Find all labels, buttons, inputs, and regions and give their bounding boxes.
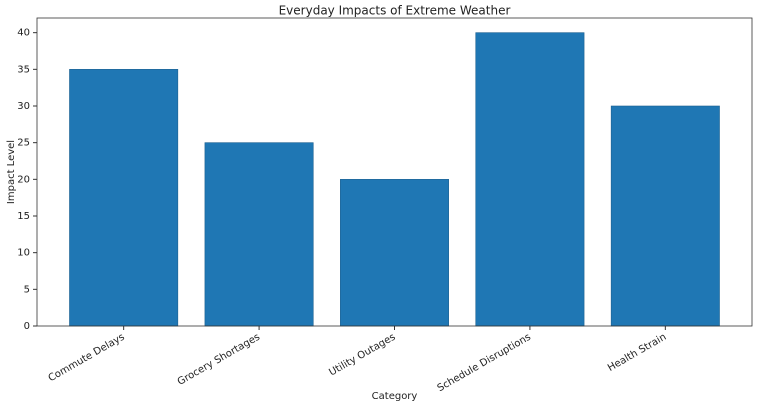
- y-tick-label: 0: [24, 321, 30, 332]
- y-axis-label: Impact Level: [6, 140, 17, 204]
- y-tick-label: 5: [24, 284, 30, 295]
- y-tick-label: 25: [17, 138, 30, 149]
- bar: [340, 179, 449, 327]
- bar: [69, 69, 179, 327]
- chart-title: Everyday Impacts of Extreme Weather: [279, 4, 511, 18]
- y-tick-label: 10: [17, 248, 30, 259]
- y-tick-label: 40: [17, 28, 30, 39]
- x-axis-label: Category: [372, 391, 418, 402]
- x-tick-label: Commute Delays: [47, 332, 127, 385]
- x-tick-label: Grocery Shortages: [176, 332, 262, 388]
- bar: [610, 105, 720, 327]
- y-tick-label: 30: [17, 101, 30, 112]
- y-tick-label: 35: [17, 64, 30, 75]
- y-tick-label: 20: [17, 174, 30, 185]
- plot-frame: [36, 17, 753, 327]
- bar: [204, 142, 314, 327]
- x-tick-label: Health Strain: [606, 332, 668, 374]
- x-tick-label: Utility Outages: [327, 332, 397, 379]
- bar: [475, 32, 585, 327]
- y-tick-label: 15: [17, 211, 30, 222]
- x-tick-label: Schedule Disruptions: [436, 332, 533, 395]
